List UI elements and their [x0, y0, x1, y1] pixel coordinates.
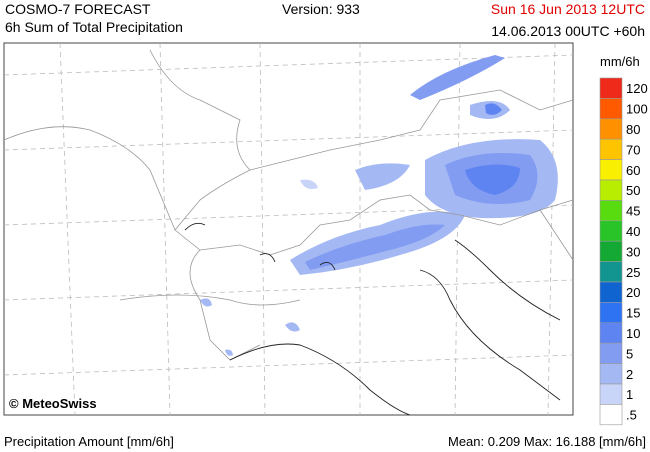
- coastline: [184, 222, 561, 416]
- legend-swatch: [599, 404, 623, 426]
- legend-swatch: [599, 220, 623, 242]
- legend-label: 30: [626, 244, 640, 259]
- legend-swatch: [599, 240, 623, 262]
- legend-unit: mm/6h: [600, 54, 640, 69]
- legend-label: 10: [626, 326, 640, 341]
- legend-label: 15: [626, 306, 640, 321]
- legend-label: 2: [626, 367, 633, 382]
- legend-label: 45: [626, 204, 640, 219]
- legend-swatch: [599, 342, 623, 364]
- product-title: 6h Sum of Total Precipitation: [5, 19, 183, 35]
- legend-label: 5: [626, 346, 633, 361]
- legend-swatch: [599, 159, 623, 181]
- legend-swatch: [599, 322, 623, 344]
- legend-label: 40: [626, 224, 640, 239]
- legend-label: 120: [626, 81, 648, 96]
- borders: [3, 49, 574, 361]
- legend-label: 70: [626, 142, 640, 157]
- legend-swatch: [599, 98, 623, 120]
- map: © MeteoSwiss: [3, 42, 574, 416]
- precipitation: [200, 55, 558, 356]
- legend-label: 80: [626, 122, 640, 137]
- valid-time: Sun 16 Jun 2013 12UTC: [491, 1, 645, 17]
- map-frame: [3, 42, 574, 416]
- legend-label: 1: [626, 387, 633, 402]
- legend-swatch: [599, 77, 623, 99]
- legend-swatch: [599, 200, 623, 222]
- legend-label: 25: [626, 265, 640, 280]
- legend-label: 100: [626, 102, 648, 117]
- legend-swatch: [599, 138, 623, 160]
- run-time: 14.06.2013 00UTC +60h: [491, 23, 645, 39]
- model-title: COSMO-7 FORECAST: [5, 1, 151, 17]
- legend: mm/6h 120 100 80 70 60 50 45 40 30 25 20 15 10 5 2 1 .5: [599, 54, 648, 426]
- legend-label: 50: [626, 183, 640, 198]
- legend-label: 60: [626, 163, 640, 178]
- legend-swatch: [599, 281, 623, 303]
- legend-label: 20: [626, 285, 640, 300]
- legend-swatch: [599, 383, 623, 405]
- footer-stats: Mean: 0.209 Max: 16.188 [mm/6h]: [448, 434, 646, 449]
- legend-swatch: [599, 302, 623, 324]
- legend-label: .5: [626, 408, 637, 423]
- footer-label: Precipitation Amount [mm/6h]: [4, 434, 174, 449]
- version: Version: 933: [282, 1, 360, 17]
- legend-swatch: [599, 179, 623, 201]
- legend-swatch: [599, 363, 623, 385]
- legend-swatch: [599, 118, 623, 140]
- credit: © MeteoSwiss: [9, 396, 97, 411]
- legend-swatch: [599, 261, 623, 283]
